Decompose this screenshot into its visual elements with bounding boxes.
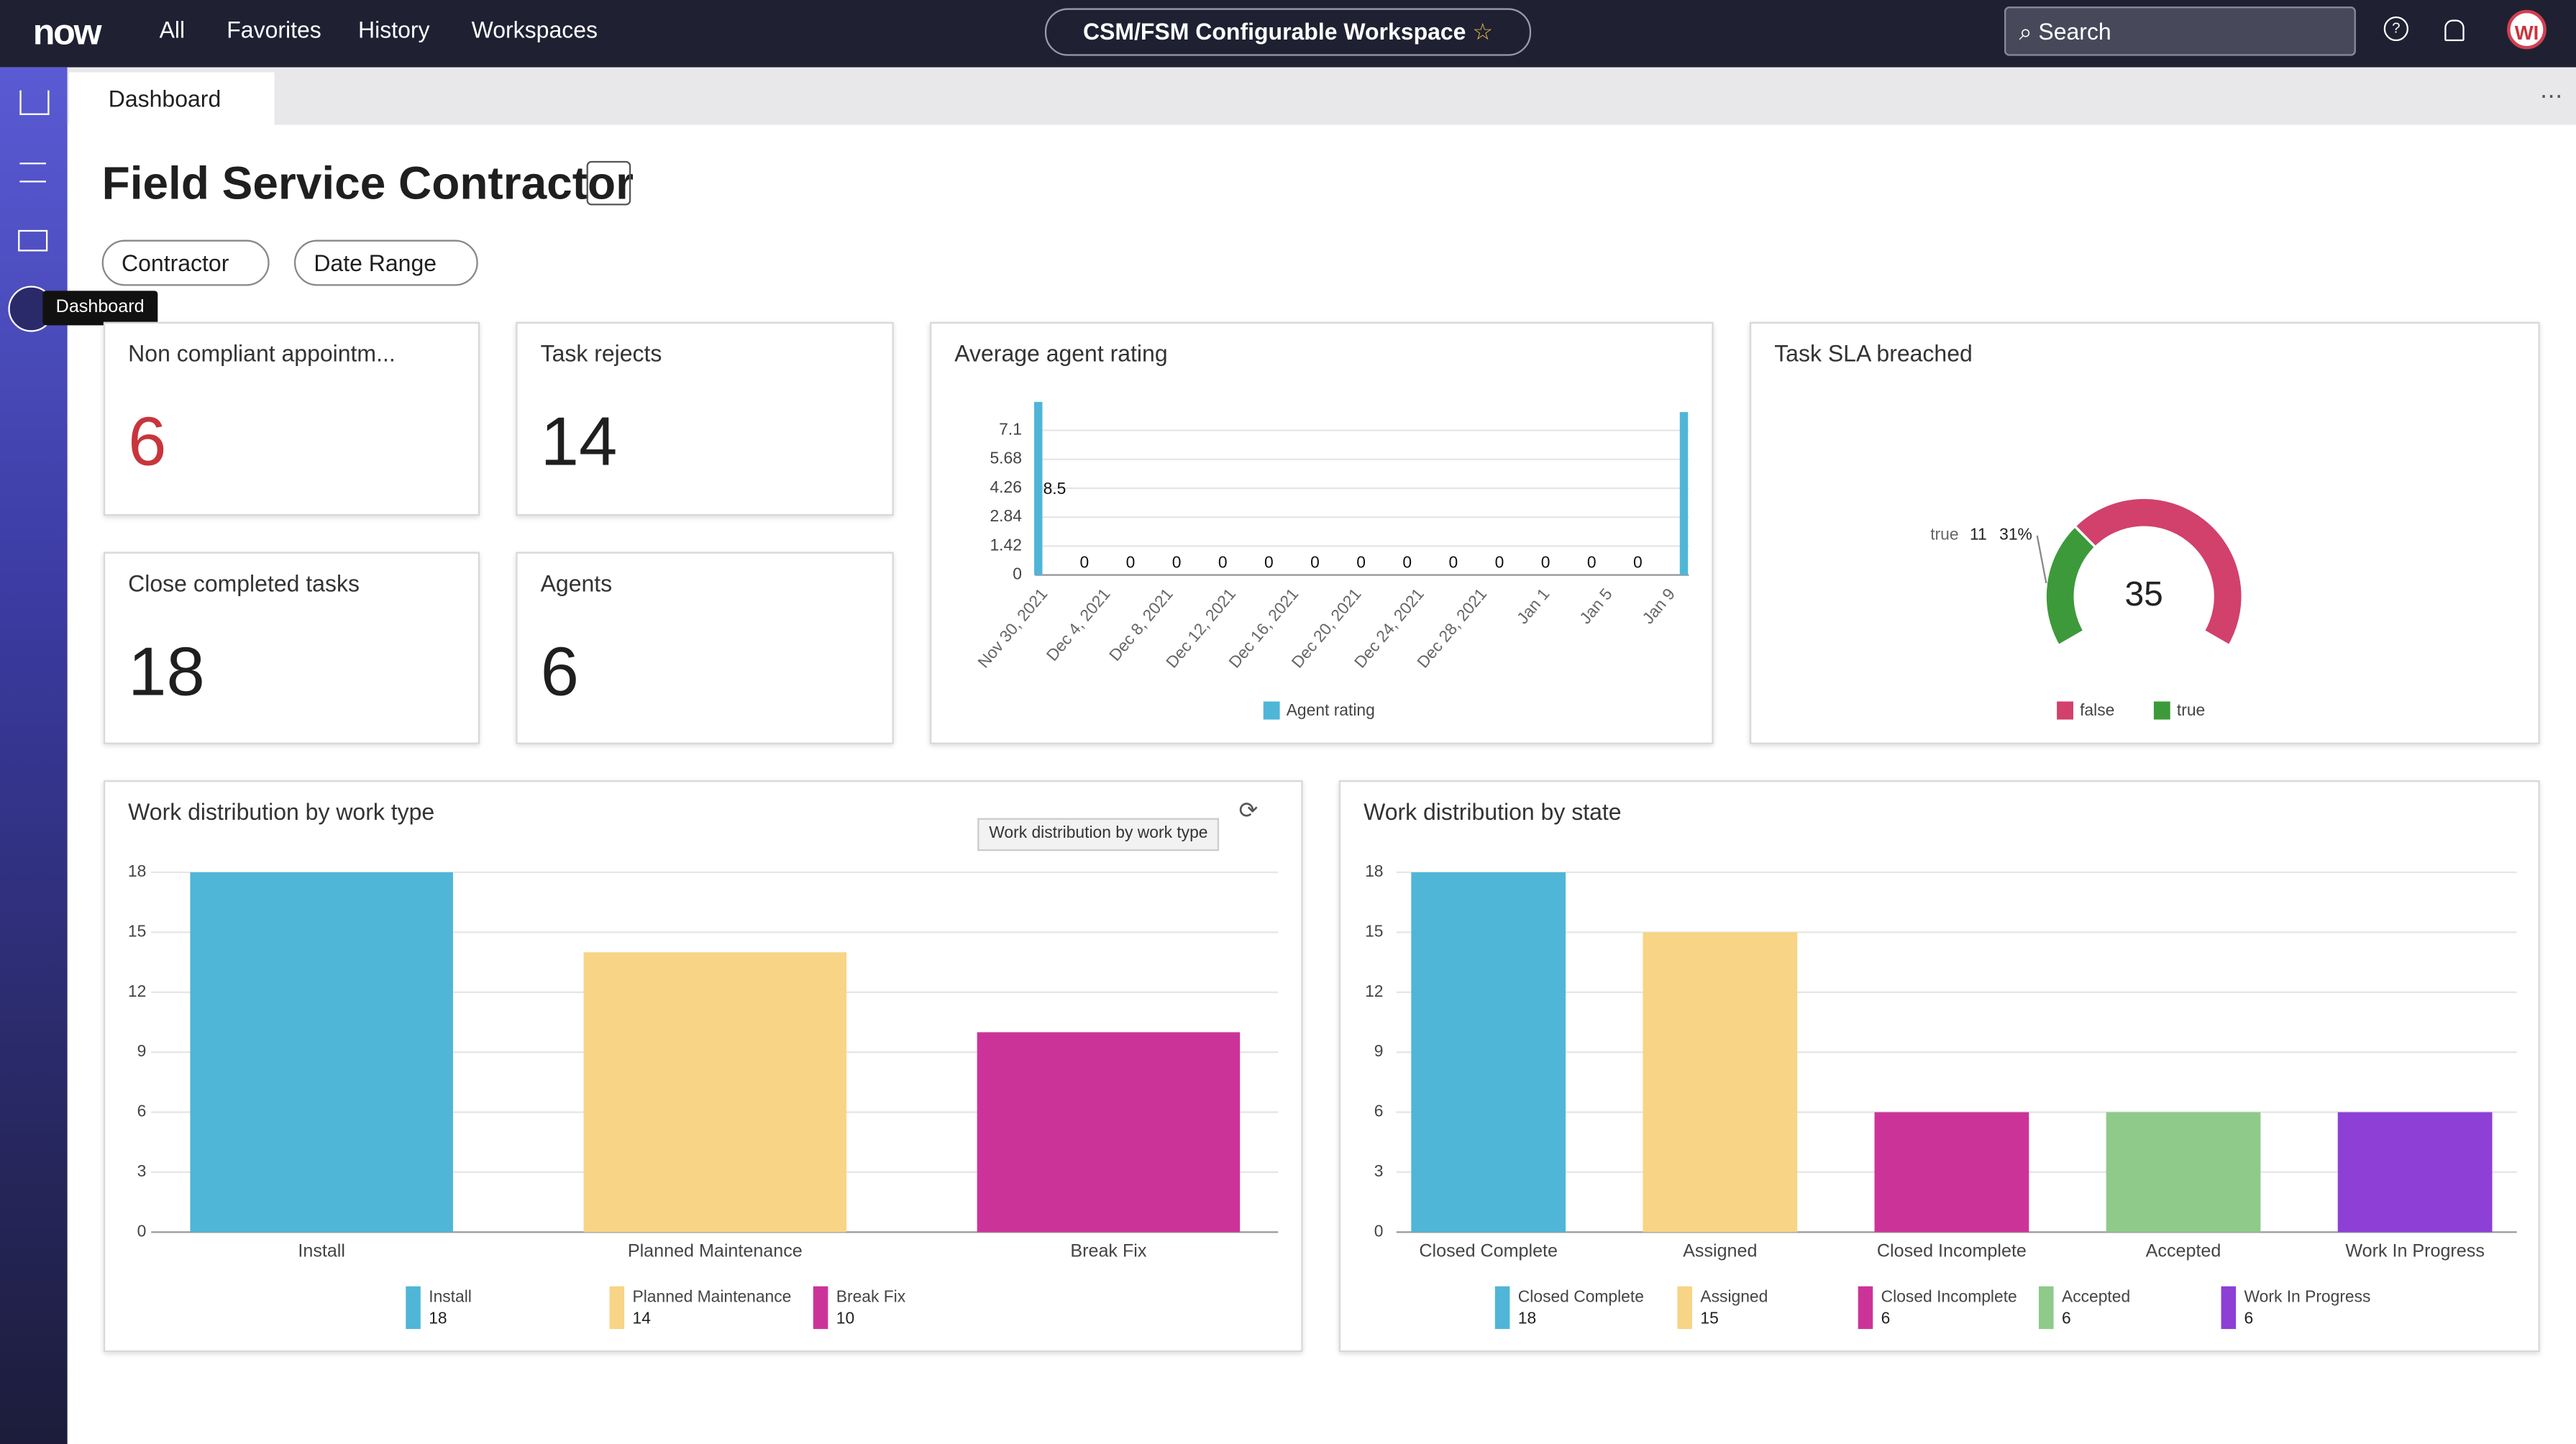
search-icon: ⌕	[2019, 18, 2032, 45]
chart-card: Work distribution by work type ⟳	[103, 780, 1303, 1353]
chart-card: Task SLA breached	[1749, 321, 2540, 744]
help-icon[interactable]: ?	[2383, 16, 2408, 42]
kpi-card[interactable]: Agents 6	[516, 552, 894, 744]
kpi-value: 18	[128, 632, 205, 710]
star-icon[interactable]: ☆	[1472, 18, 1494, 45]
chart-title: Task SLA breached	[1774, 339, 1973, 367]
menu-item[interactable]: Favorites	[227, 16, 321, 43]
filter[interactable]: Date Range	[293, 239, 478, 286]
page-title: Field Service Contractor	[101, 157, 634, 209]
chart-title: Work distribution by state	[1364, 798, 1622, 825]
menu-item[interactable]: Workspaces	[471, 16, 598, 43]
sidebar	[0, 67, 68, 1444]
kpi-card[interactable]: Non compliant appointm... 6	[103, 321, 480, 516]
filter-label: Contractor	[122, 250, 229, 276]
home-icon[interactable]	[19, 90, 50, 115]
kpi-value: 6	[128, 402, 167, 480]
menu-item[interactable]: History	[358, 16, 430, 43]
logo[interactable]: now	[32, 11, 102, 53]
kpi-card[interactable]: Close completed tasks 18	[103, 552, 480, 744]
kpi-title: Task rejects	[540, 339, 662, 367]
tab-bar	[67, 67, 2576, 125]
refresh-icon[interactable]: ⟳	[1238, 796, 1259, 823]
workspace-pill[interactable]: CSM/FSM Configurable Workspace ☆	[1044, 8, 1532, 56]
tab-label: Dashboard	[108, 85, 221, 112]
chart-title: Work distribution by work type	[128, 798, 435, 825]
kpi-value: 6	[540, 632, 579, 710]
more-icon[interactable]: ⋯	[2539, 82, 2563, 109]
kpi-card[interactable]: Task rejects 14	[516, 321, 894, 516]
filter-label: Date Range	[314, 250, 437, 276]
kpi-value: 14	[540, 402, 618, 480]
tab[interactable]: Dashboard	[68, 72, 275, 125]
chart-card: Average agent rating	[929, 321, 1714, 744]
tooltip: Dashboard	[42, 291, 157, 326]
workspace-name: CSM/FSM Configurable Workspace	[1082, 18, 1466, 45]
chart-card: Work distribution by state	[1338, 780, 2540, 1353]
kpi-title: Close completed tasks	[128, 570, 360, 597]
search-placeholder: Search	[2038, 18, 2111, 45]
inbox-icon[interactable]	[18, 229, 48, 252]
top-bar: now All Favorites History Workspaces CSM…	[0, 0, 2576, 68]
filter[interactable]: Contractor	[101, 239, 270, 286]
kpi-title: Agents	[540, 570, 613, 597]
title-dropdown[interactable]	[586, 160, 631, 206]
avatar[interactable]: WI	[2507, 9, 2547, 50]
tooltip: Work distribution by work type	[977, 818, 1220, 851]
bell-icon[interactable]	[2444, 19, 2465, 42]
chart-title: Average agent rating	[954, 339, 1168, 367]
menu-item[interactable]: All	[159, 16, 186, 43]
list-icon[interactable]	[19, 163, 46, 183]
search-box[interactable]: ⌕ Search	[2004, 6, 2356, 56]
kpi-title: Non compliant appointm...	[128, 339, 396, 367]
